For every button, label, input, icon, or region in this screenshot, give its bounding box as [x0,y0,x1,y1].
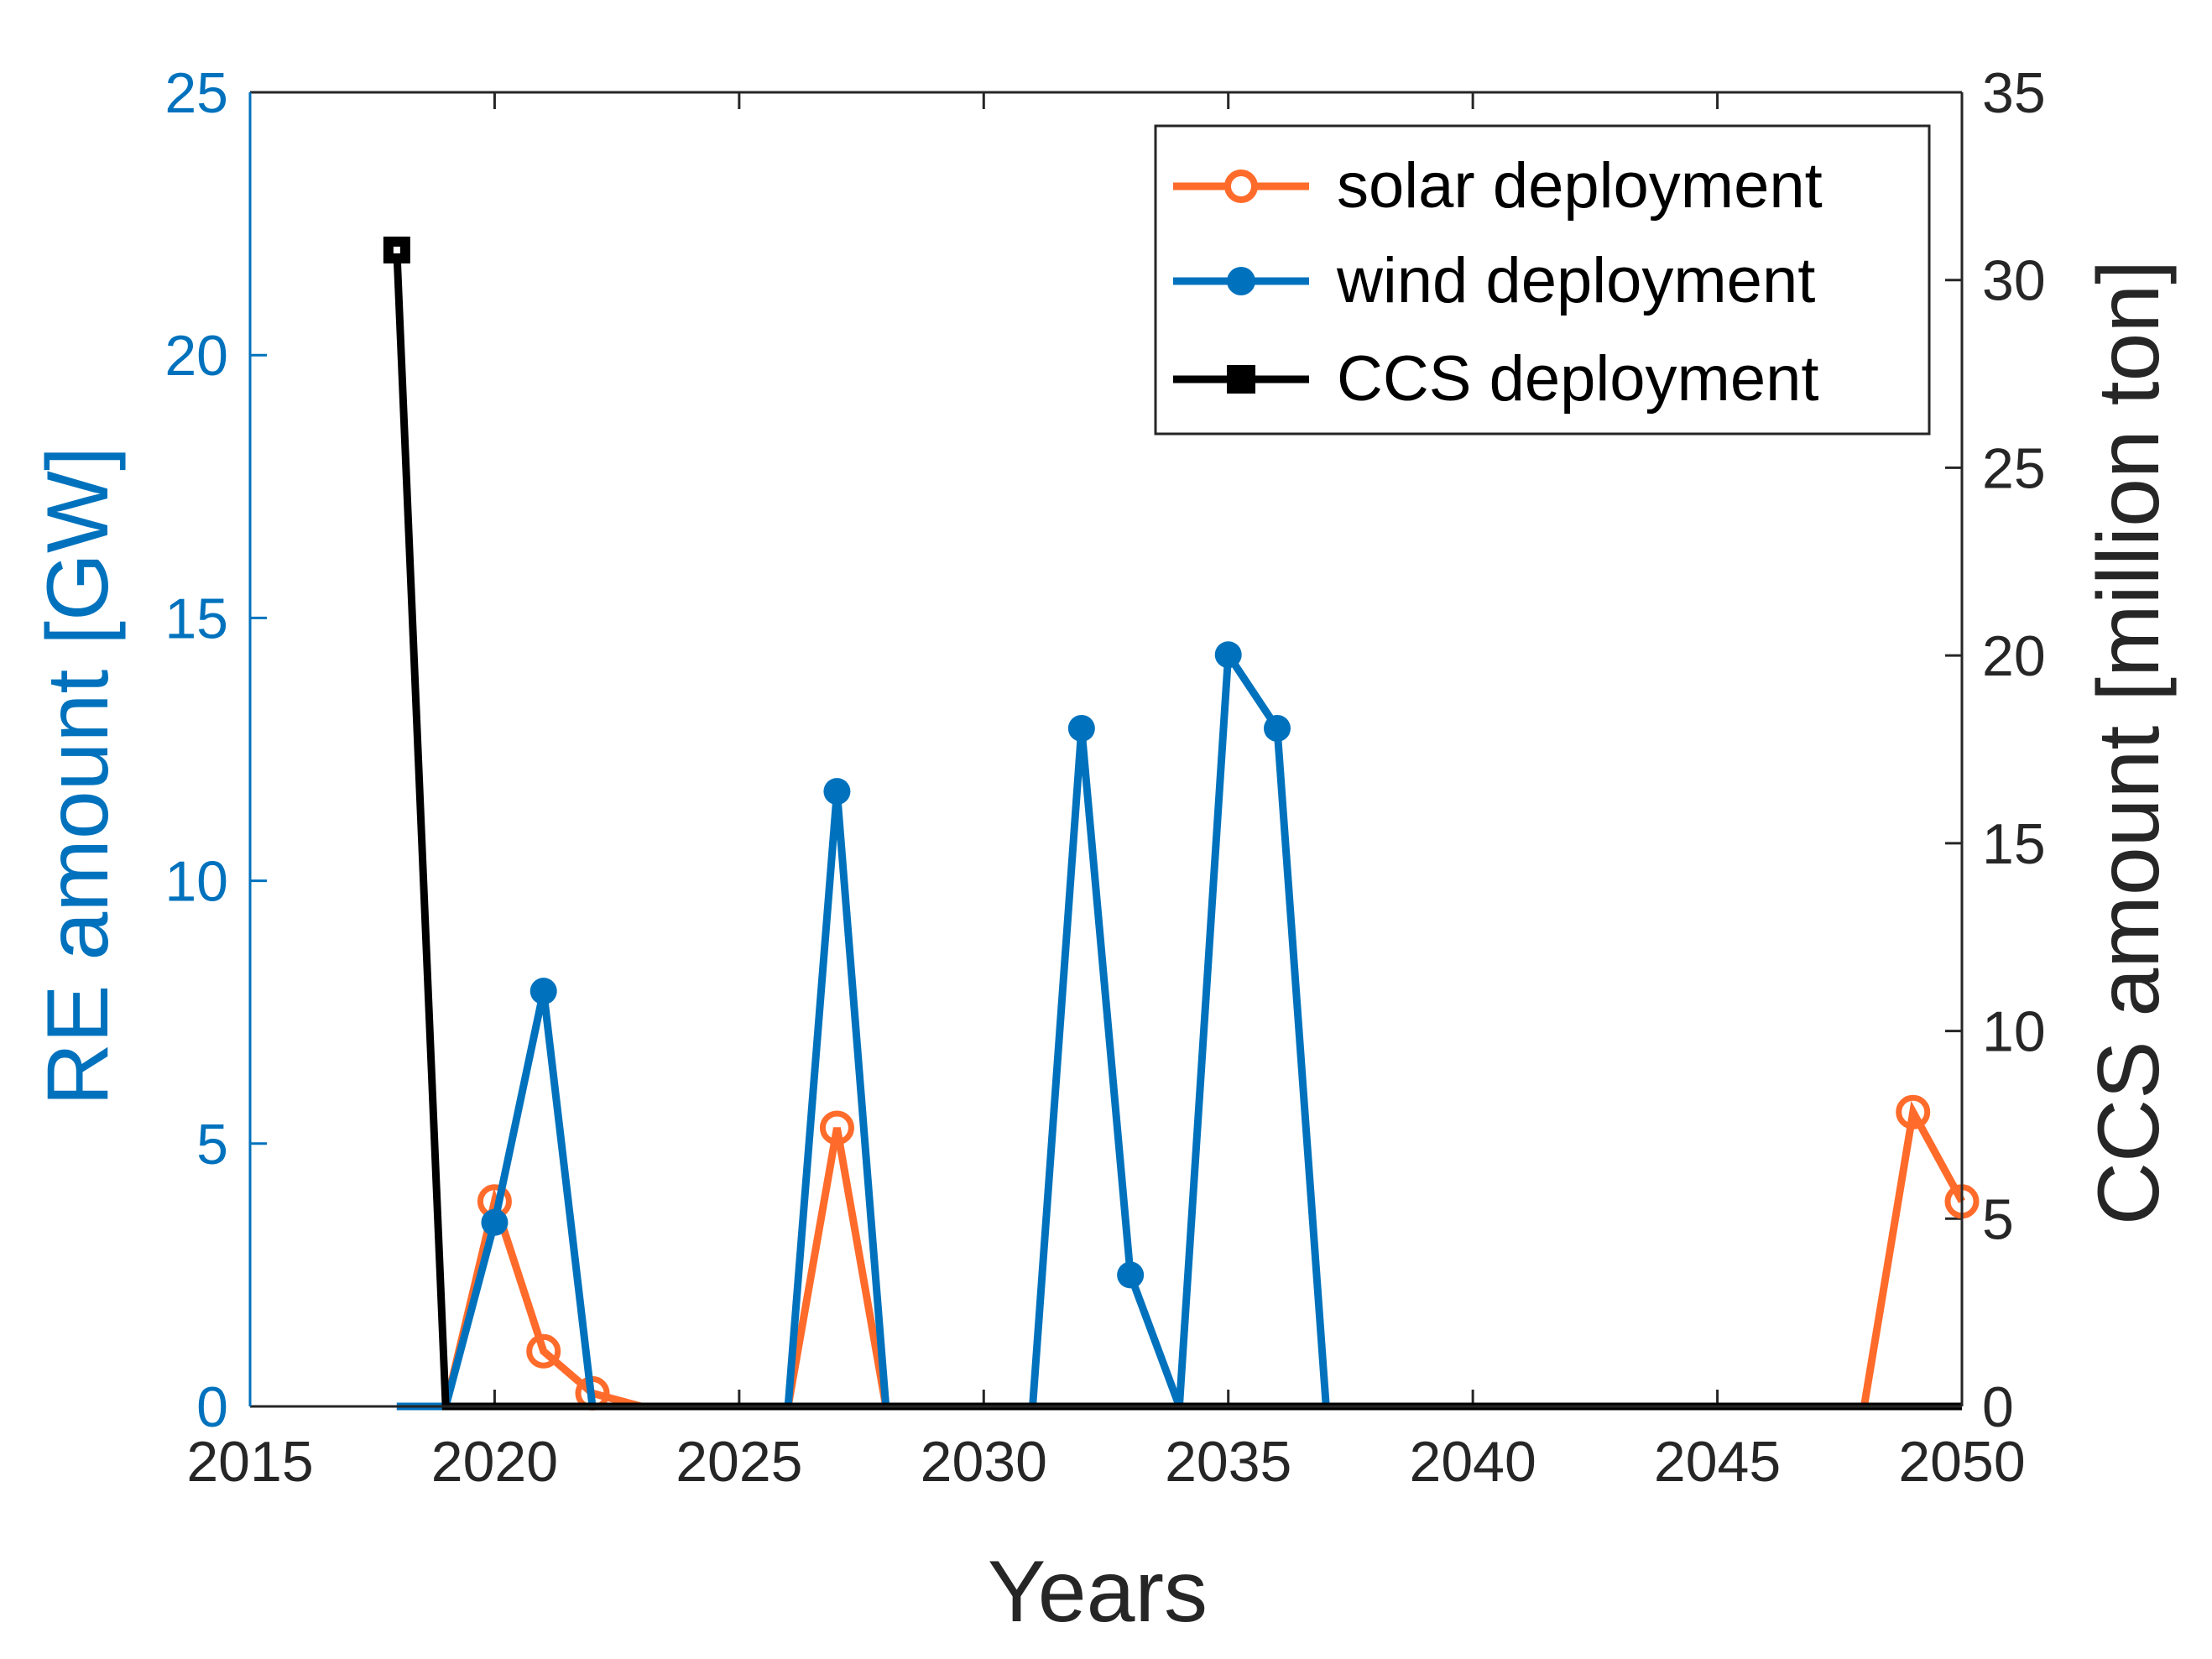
legend-ccs-label: CCS deployment [1337,343,1819,415]
legend-wind-marker [1227,267,1255,295]
legend: solar deployment wind deployment CCS dep… [1154,124,1931,436]
x-axis-label: Years [988,1543,1208,1641]
left-y-axis-ticks: 0 5 10 15 20 25 [164,61,267,1439]
data-point-wind [1117,1261,1145,1289]
left-y-axis-label: RE amount [GW] [29,446,127,1106]
data-point-solar [1896,1094,1931,1129]
right-y-tick-label: 0 [1982,1375,2014,1439]
data-point-wind [481,1208,509,1236]
left-y-tick-label: 10 [164,850,228,914]
x-tick-label: 2050 [1898,1430,2025,1494]
right-y-axis-ticks: 0 5 10 15 20 25 30 35 [1945,61,2046,1439]
right-y-tick-label: 10 [1982,1000,2046,1064]
legend-wind-label: wind deployment [1336,245,1815,316]
x-tick-label: 2040 [1410,1430,1536,1494]
right-y-tick-label: 35 [1982,61,2046,125]
x-tick-label: 2025 [676,1430,802,1494]
left-y-tick-label: 15 [164,587,228,650]
data-point-wind [1264,714,1291,742]
right-y-axis-label: CCS amount [million ton] [2080,260,2178,1225]
left-y-tick-label: 25 [164,61,228,125]
legend-entry-ccs: CCS deployment [1173,343,1819,415]
x-tick-label: 2030 [921,1430,1047,1494]
right-y-tick-label: 25 [1982,436,2046,500]
data-point-wind [823,778,851,806]
data-point-solar [819,1110,854,1145]
legend-entry-wind: wind deployment [1173,245,1815,316]
x-tick-label: 2015 [186,1430,313,1494]
legend-solar-marker [1224,170,1258,203]
legend-entry-solar: solar deployment [1173,150,1823,222]
left-y-tick-label: 20 [164,324,228,388]
data-point-wind [530,978,557,1005]
legend-solar-label: solar deployment [1337,150,1823,222]
left-y-tick-label: 0 [196,1375,228,1439]
axes-frame [248,91,1964,1408]
right-y-tick-label: 20 [1982,624,2046,688]
right-y-tick-label: 5 [1982,1187,2014,1251]
data-point-highlight-ccs [393,246,400,253]
x-tick-label: 2020 [431,1430,558,1494]
legend-ccs-marker [1227,365,1255,394]
x-axis-ticks: 2015 2020 2025 2030 2035 2040 2045 2050 [186,92,2026,1494]
data-point-wind [1214,641,1242,669]
right-y-tick-label: 15 [1982,812,2046,876]
x-tick-label: 2045 [1654,1430,1781,1494]
x-tick-label: 2035 [1165,1430,1291,1494]
data-point-solar [526,1333,561,1369]
right-y-tick-label: 30 [1982,249,2046,313]
data-point-wind [1067,714,1095,742]
left-y-tick-label: 5 [196,1113,228,1176]
